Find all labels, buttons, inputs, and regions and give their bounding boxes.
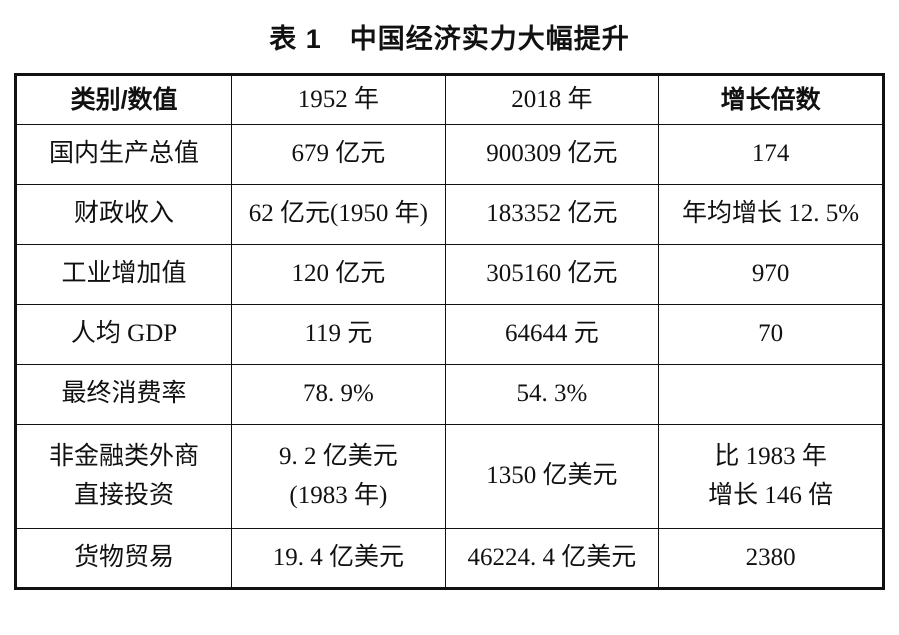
cell-2018: 46224. 4 亿美元 — [444, 528, 660, 589]
cell-category: 财政收入 — [14, 184, 233, 245]
cell-category: 货物贸易 — [14, 528, 233, 589]
table-row: 人均 GDP 119 元 64644 元 70 — [14, 304, 884, 365]
cell-growth — [658, 364, 884, 425]
economy-table: 类别/数值 1952 年 2018 年 增长倍数 国内生产总值 679 亿元 9… — [14, 73, 885, 590]
cell-growth: 70 — [658, 304, 884, 365]
column-header-category: 类别/数值 — [14, 74, 233, 125]
cell-1952: 679 亿元 — [231, 124, 446, 185]
cell-growth: 比 1983 年 增长 146 倍 — [658, 424, 884, 529]
cell-growth: 年均增长 12. 5% — [658, 184, 884, 245]
table-header-row: 类别/数值 1952 年 2018 年 增长倍数 — [14, 74, 884, 125]
cell-1952: 119 元 — [231, 304, 446, 365]
cell-1952: 78. 9% — [231, 364, 446, 425]
page-title: 表 1 中国经济实力大幅提升 — [269, 24, 630, 54]
cell-2018: 54. 3% — [444, 364, 660, 425]
table-row: 财政收入 62 亿元(1950 年) 183352 亿元 年均增长 12. 5% — [14, 184, 884, 245]
cell-2018: 64644 元 — [444, 304, 660, 365]
column-header-2018: 2018 年 — [444, 74, 660, 125]
cell-2018: 183352 亿元 — [444, 184, 660, 245]
cell-1952: 62 亿元(1950 年) — [231, 184, 446, 245]
cell-1952: 9. 2 亿美元 (1983 年) — [231, 424, 446, 529]
cell-category: 非金融类外商 直接投资 — [14, 424, 233, 529]
cell-2018: 1350 亿美元 — [444, 424, 660, 529]
cell-category: 国内生产总值 — [14, 124, 233, 185]
cell-category: 工业增加值 — [14, 244, 233, 305]
cell-growth: 174 — [658, 124, 884, 185]
cell-growth: 2380 — [658, 528, 884, 589]
cell-2018: 305160 亿元 — [444, 244, 660, 305]
table-row: 工业增加值 120 亿元 305160 亿元 970 — [14, 244, 884, 305]
cell-1952: 120 亿元 — [231, 244, 446, 305]
cell-1952: 19. 4 亿美元 — [231, 528, 446, 589]
column-header-growth: 增长倍数 — [658, 74, 884, 125]
cell-category: 人均 GDP — [14, 304, 233, 365]
table-row: 非金融类外商 直接投资 9. 2 亿美元 (1983 年) 1350 亿美元 比… — [14, 424, 884, 529]
column-header-1952: 1952 年 — [231, 74, 446, 125]
table-row: 货物贸易 19. 4 亿美元 46224. 4 亿美元 2380 — [14, 528, 884, 589]
table-row: 国内生产总值 679 亿元 900309 亿元 174 — [14, 124, 884, 185]
cell-category: 最终消费率 — [14, 364, 233, 425]
cell-2018: 900309 亿元 — [444, 124, 660, 185]
table-row: 最终消费率 78. 9% 54. 3% — [14, 364, 884, 425]
cell-growth: 970 — [658, 244, 884, 305]
